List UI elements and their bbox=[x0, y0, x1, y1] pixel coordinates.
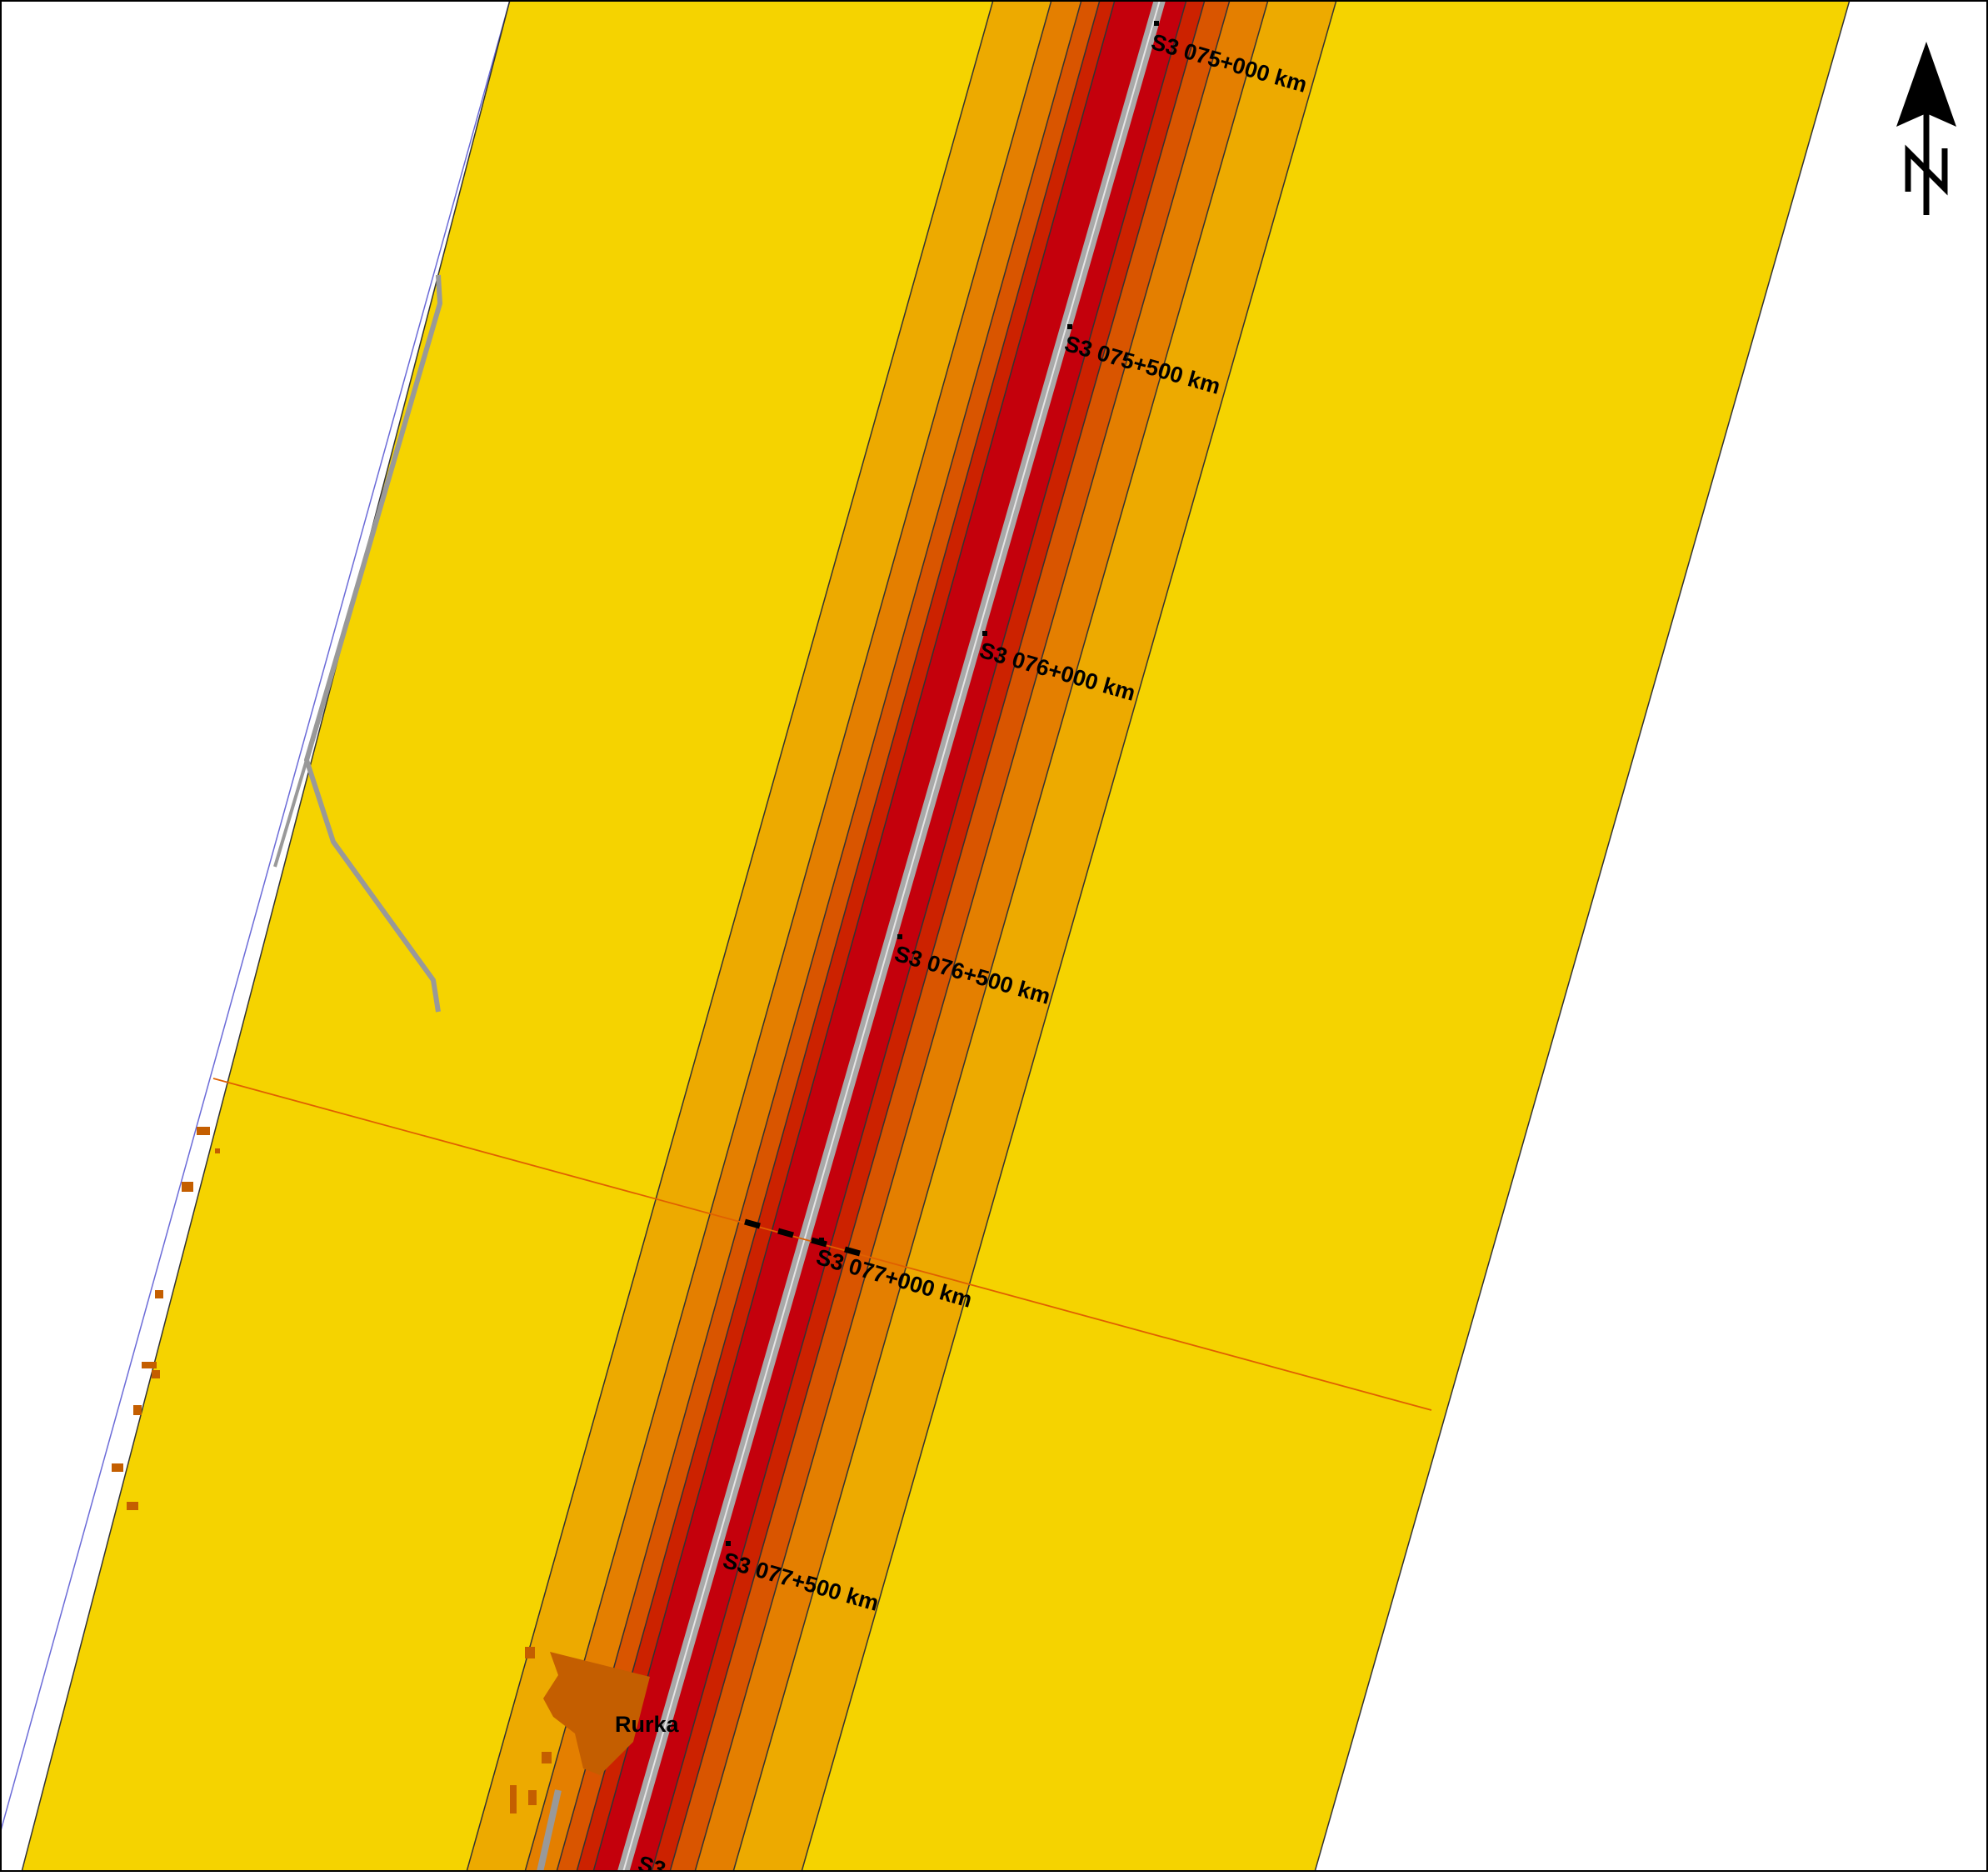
buildings bbox=[112, 1127, 650, 1813]
chainage-ticks bbox=[726, 21, 1159, 1546]
building bbox=[542, 1752, 552, 1763]
building bbox=[152, 1370, 160, 1378]
building bbox=[112, 1463, 123, 1472]
building bbox=[127, 1502, 138, 1510]
minor-road-branch bbox=[273, 759, 308, 868]
place-label-rurka: Rurka bbox=[615, 1712, 680, 1737]
chainage-tick bbox=[1067, 324, 1072, 329]
building bbox=[525, 1647, 535, 1658]
building bbox=[510, 1785, 517, 1813]
north-arrow-icon bbox=[1896, 42, 1956, 215]
building bbox=[215, 1148, 220, 1153]
chainage-tick bbox=[982, 631, 987, 636]
building bbox=[197, 1127, 210, 1135]
building bbox=[182, 1182, 193, 1192]
chainage-tick bbox=[1154, 21, 1159, 26]
minor-road-rurka bbox=[537, 1789, 562, 1872]
building bbox=[142, 1362, 157, 1368]
measurement-marker bbox=[744, 1218, 861, 1257]
chainage-tick bbox=[726, 1541, 731, 1546]
road-s3 bbox=[617, 0, 1166, 1872]
building bbox=[133, 1405, 142, 1415]
building-main bbox=[543, 1652, 650, 1775]
chainage-tick bbox=[897, 934, 902, 939]
chainage-tick bbox=[819, 1238, 824, 1243]
minor-road bbox=[304, 274, 442, 1013]
building bbox=[155, 1290, 163, 1298]
boundary-line-left bbox=[0, 0, 511, 1834]
building bbox=[528, 1790, 537, 1805]
